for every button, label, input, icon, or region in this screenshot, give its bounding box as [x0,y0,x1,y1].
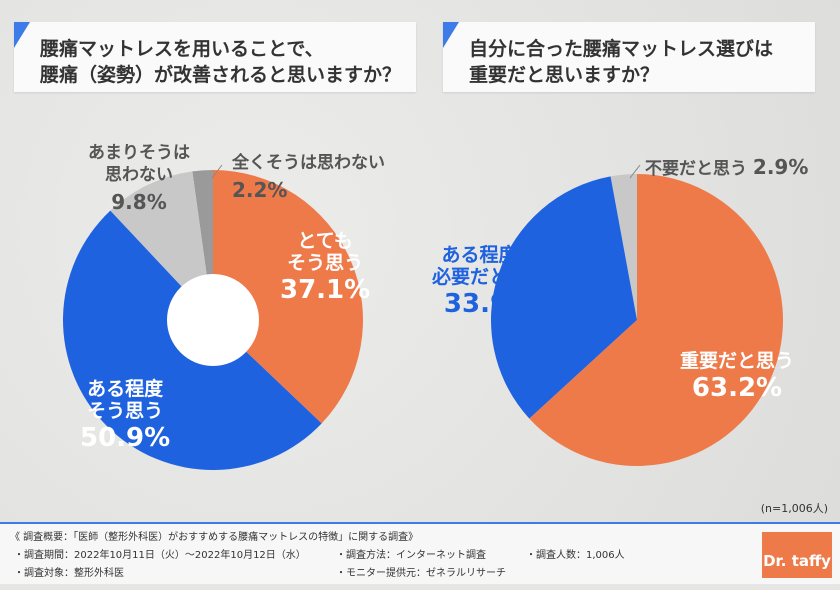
leader-line [629,164,641,179]
brand-logo: Dr. taffy [762,532,832,578]
label-not-much: あまりそうは 思わない 9.8% [88,143,190,214]
question-1-title: 腰痛マットレスを用いることで、 腰痛（姿勢）が改善されると思いますか？ [40,38,402,86]
label-important: 重要だと思う 63.2% [680,350,795,403]
question-box-2: 自分に合った腰痛マットレス選びは 重要だと思いますか？ [443,22,815,92]
corner-accent [14,22,30,48]
survey-target: ・調査対象：整形外科医 [14,568,124,579]
survey-method: ・調査方法：インターネット調査 [336,550,486,561]
label-not-at-all: 全くそうは思わない 2.2% [232,153,385,202]
sample-size: (n=1,006人) [760,502,828,515]
survey-footer: 《 調査概要：「医師（整形外科医）がおすすめする腰痛マットレスの特徴」に関する調… [0,522,840,584]
pie2-slice-1 [490,176,637,419]
leader-line [211,164,223,179]
label-unnecessary: 不要だと思う 2.9% [645,155,809,179]
survey-provider: ・モニター提供元：ゼネラルリサーチ [336,568,506,579]
survey-title: 《 調査概要：「医師（整形外科医）がおすすめする腰痛マットレスの特徴」に関する調… [10,532,419,543]
pie1-slice-0 [213,170,363,424]
corner-accent [443,22,459,48]
question-box-1: 腰痛マットレスを用いることで、 腰痛（姿勢）が改善されると思いますか？ [14,22,416,92]
survey-count: ・調査人数：1,006人 [526,550,625,561]
question-2-title: 自分に合った腰痛マットレス選びは 重要だと思いますか？ [469,38,774,86]
label-somewhat-agree: ある程度 そう思う 50.9% [80,378,171,453]
pie2-slice-2 [610,174,637,320]
label-somewhat-needed: ある程度は 必要だと思う 33.9% [432,244,547,319]
pie2-slice-0 [529,174,783,466]
survey-period: ・調査期間：2022年10月11日（火）～2022年10月12日（水） [14,550,306,561]
donut-hole [167,274,259,366]
label-very-agree: とても そう思う 37.1% [280,230,371,305]
